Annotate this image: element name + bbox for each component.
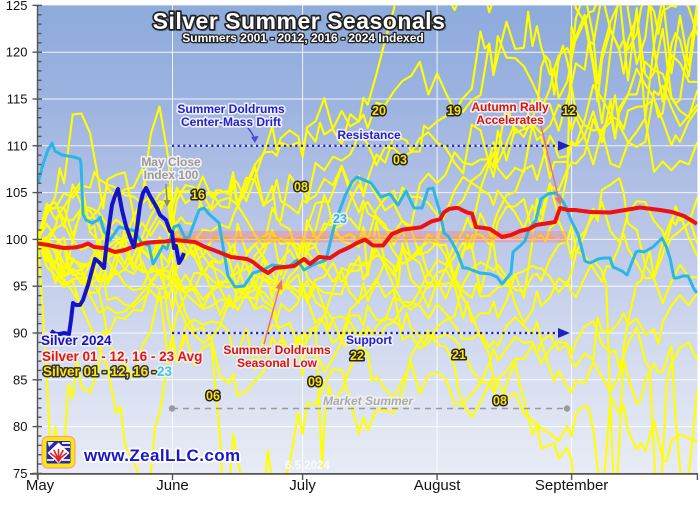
- svg-text:22: 22: [350, 349, 364, 363]
- svg-text:Silver 01 - 12, 16 -: Silver 01 - 12, 16 -: [43, 364, 156, 379]
- svg-text:19: 19: [447, 104, 461, 118]
- svg-text:12: 12: [562, 104, 576, 118]
- svg-text:Seasonal Low: Seasonal Low: [237, 356, 318, 370]
- svg-text:23: 23: [157, 364, 173, 379]
- svg-text:16: 16: [191, 188, 205, 202]
- svg-text:Silver 2024: Silver 2024: [41, 333, 112, 348]
- svg-text:www.ZealLLC.com: www.ZealLLC.com: [83, 446, 241, 465]
- svg-text:Center-Mass Drift: Center-Mass Drift: [181, 115, 281, 129]
- svg-text:75: 75: [13, 466, 27, 481]
- svg-text:100: 100: [6, 232, 28, 247]
- svg-text:Silver 01 - 12, 16 - 23 Avg: Silver 01 - 12, 16 - 23 Avg: [42, 349, 202, 364]
- svg-text:September: September: [535, 477, 608, 494]
- svg-text:Silver Summer Seasonals: Silver Summer Seasonals: [155, 10, 448, 36]
- svg-text:06: 06: [206, 389, 220, 403]
- svg-text:85: 85: [13, 372, 27, 387]
- svg-text:08: 08: [294, 180, 308, 194]
- svg-text:August: August: [414, 477, 462, 494]
- svg-text:Summer Doldrums: Summer Doldrums: [177, 102, 285, 116]
- svg-text:Summers 2001 - 2012, 2016 - 20: Summers 2001 - 2012, 2016 - 2024 Indexed: [182, 31, 423, 45]
- svg-text:Autumn Rally: Autumn Rally: [471, 100, 549, 114]
- svg-text:20: 20: [372, 104, 386, 118]
- svg-text:08: 08: [493, 394, 507, 408]
- svg-text:May: May: [26, 477, 55, 494]
- svg-text:May Close: May Close: [141, 155, 201, 169]
- svg-text:105: 105: [6, 185, 28, 200]
- svg-text:95: 95: [13, 279, 27, 294]
- svg-text:June: June: [156, 477, 189, 494]
- svg-text:21: 21: [452, 348, 466, 362]
- svg-text:Summer Doldrums: Summer Doldrums: [223, 343, 331, 357]
- svg-text:23: 23: [333, 212, 347, 226]
- svg-text:Support: Support: [346, 333, 392, 347]
- svg-text:80: 80: [13, 419, 27, 434]
- svg-text:Resistance: Resistance: [337, 128, 401, 142]
- svg-text:120: 120: [6, 45, 28, 60]
- svg-text:6.5.2024: 6.5.2024: [285, 460, 330, 472]
- svg-text:Silver Summer Seasonals: Silver Summer Seasonals: [153, 8, 446, 34]
- svg-text:Accelerates: Accelerates: [476, 113, 544, 127]
- svg-text:Index 100: Index 100: [144, 168, 199, 182]
- svg-text:125: 125: [6, 0, 28, 13]
- svg-text:Market Summer: Market Summer: [323, 394, 414, 408]
- svg-text:09: 09: [308, 375, 322, 389]
- svg-text:03: 03: [393, 153, 407, 167]
- svg-text:115: 115: [7, 92, 28, 107]
- svg-text:110: 110: [7, 138, 28, 153]
- svg-text:July: July: [289, 477, 316, 494]
- svg-text:90: 90: [13, 326, 27, 341]
